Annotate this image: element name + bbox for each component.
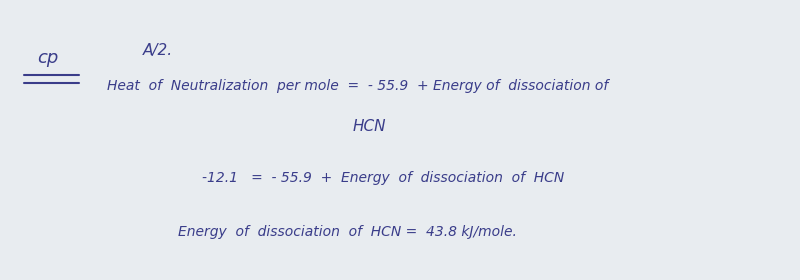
Text: cp: cp bbox=[37, 50, 58, 67]
Text: Energy  of  dissociation  of  HCN =  43.8 kJ/mole.: Energy of dissociation of HCN = 43.8 kJ/… bbox=[178, 225, 518, 239]
Text: A/2.: A/2. bbox=[142, 43, 173, 58]
Text: Heat  of  Neutralization  per mole  =  - 55.9  + Energy of  dissociation of: Heat of Neutralization per mole = - 55.9… bbox=[107, 79, 608, 93]
Text: -12.1   =  - 55.9  +  Energy  of  dissociation  of  HCN: -12.1 = - 55.9 + Energy of dissociation … bbox=[202, 171, 564, 185]
Text: HCN: HCN bbox=[353, 119, 386, 134]
